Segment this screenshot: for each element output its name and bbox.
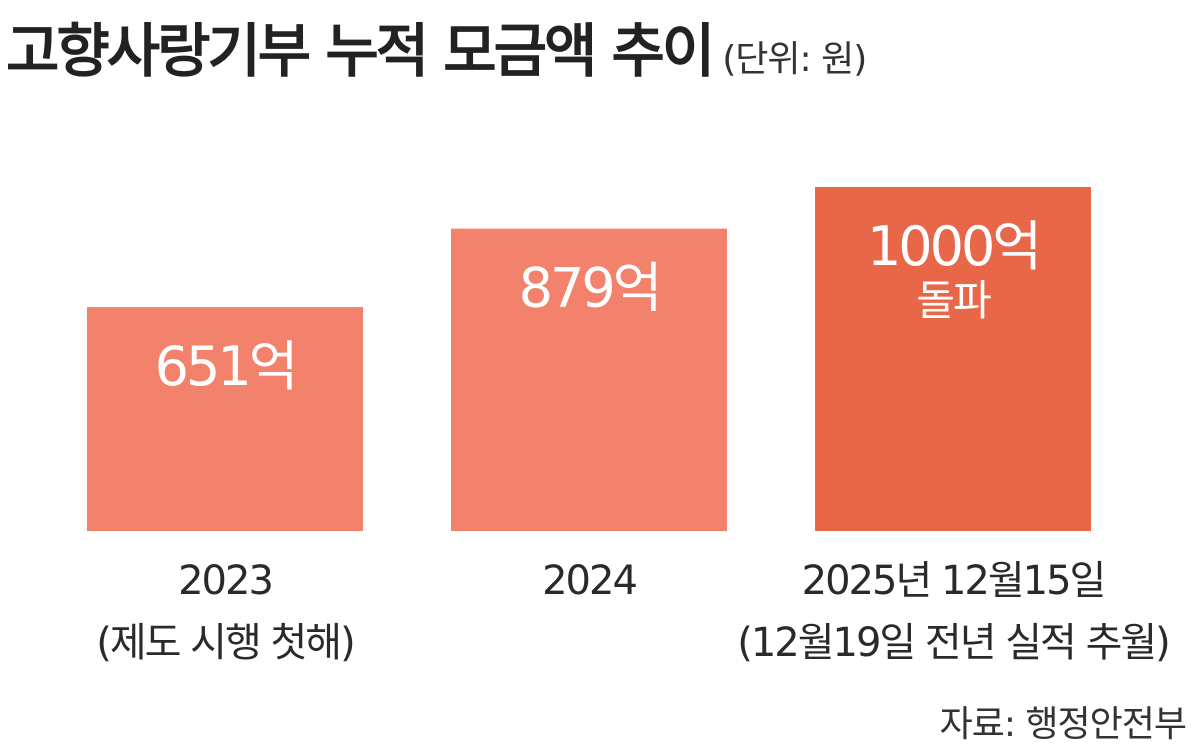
bar-value-label: 879억 [519,257,660,320]
chart-header: 고향사랑기부 누적 모금액 추이 (단위: 원) [6,4,867,88]
category-label: 2025년 12월15일 [802,558,1105,604]
bar-value-sublabel: 돌파 [916,276,991,325]
source-note: 자료: 행정안전부 [939,704,1187,745]
bar-value-label: 1000억 [867,215,1039,278]
bar-2025년-12월15일 [815,187,1091,531]
chart-title: 고향사랑기부 누적 모금액 추이 [6,17,715,85]
unit-label: (단위: 원) [722,39,867,80]
bar-value-label: 651억 [155,335,296,398]
category-label: 2023 [178,558,272,604]
category-sublabel: (12월19일 전년 실적 추월) [737,620,1169,666]
bar-2024 [451,228,727,531]
category-sublabel: (제도 시행 첫해) [96,620,353,666]
bar-2023 [87,307,363,531]
category-label: 2024 [542,558,636,604]
